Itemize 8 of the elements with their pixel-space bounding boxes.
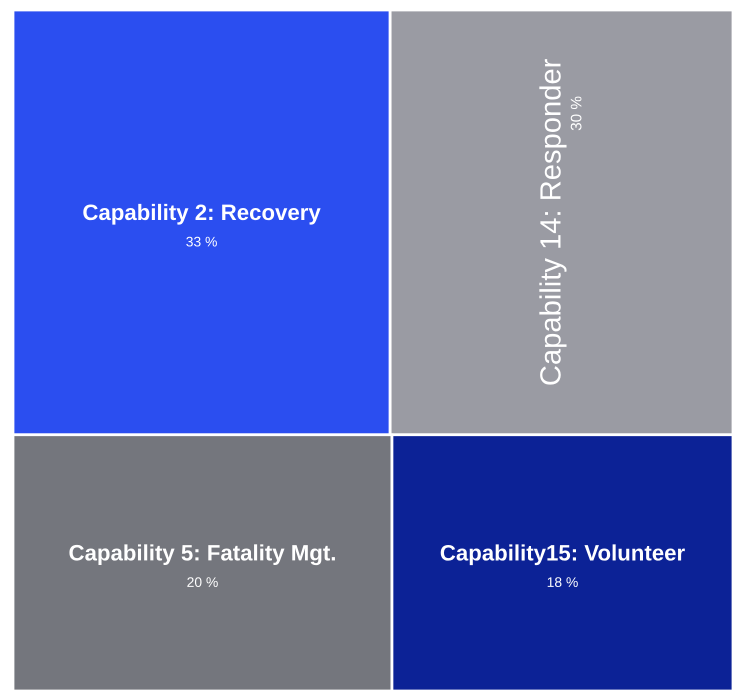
data-label: 30 % <box>570 96 582 130</box>
category-label: Capability15: Volunteer <box>440 544 685 566</box>
data-label: 20 % <box>187 577 218 588</box>
category-label: Capability 14: Responder <box>539 59 567 385</box>
category-label: Capability 5: Fatality Mgt. <box>69 544 335 566</box>
data-label: 33 % <box>186 236 217 247</box>
category-label: Capability 2: Recovery <box>83 204 321 225</box>
data-label: 18 % <box>548 577 578 588</box>
